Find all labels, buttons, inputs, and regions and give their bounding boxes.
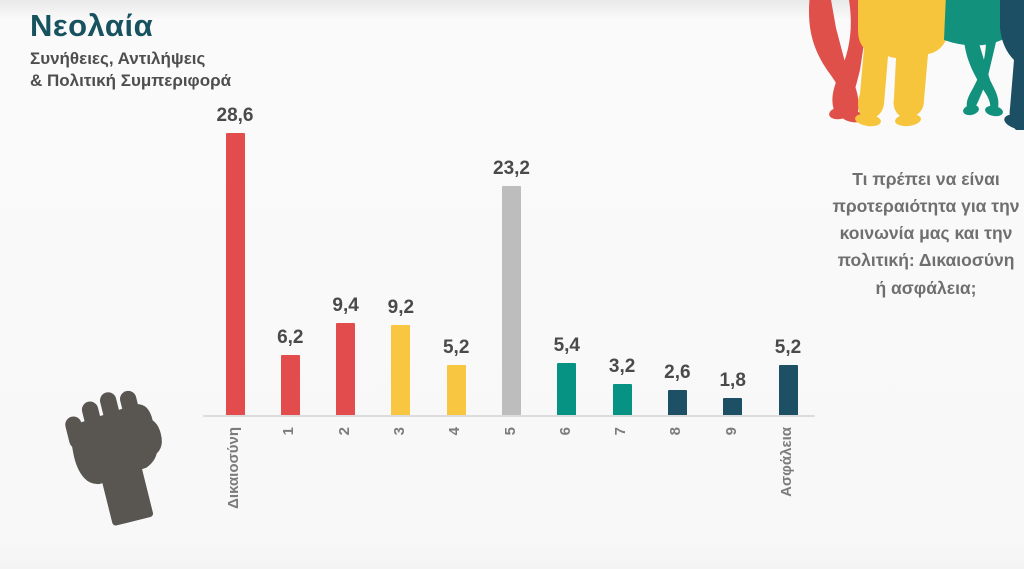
x-axis-label: 2 [335,427,353,436]
bar-value-label: 3,2 [608,356,636,377]
silhouette-person-navy-icon [1000,0,1024,130]
bar-value-label: 2,6 [664,362,691,383]
x-axis-label: 1 [280,427,298,436]
x-axis-label: Δικαιοσύνη [225,427,242,509]
bar [446,365,466,416]
bar-value-label: 6,2 [277,327,304,348]
x-axis-label: 3 [390,427,408,436]
x-axis-label: 8 [667,427,685,436]
bar-value-label: 5,4 [553,335,580,356]
x-axis-label: 5 [501,427,519,436]
bar [778,365,798,416]
bar-value-label: 5,2 [774,337,802,358]
bar-value-label: 9,2 [387,297,415,318]
bar [280,355,300,416]
page-title: Νεολαία [30,8,154,43]
silhouette-person-yellow-icon [855,0,948,127]
page-subtitle-line1: Συνήθειες, Αντιλήψεις [30,49,206,68]
bar [557,363,577,416]
youth-silhouettes-graphic [809,0,1024,130]
bar [667,390,687,416]
page-subtitle: Συνήθειες, Αντιλήψεις & Πολιτική Συμπερι… [30,48,231,92]
survey-question-text: Τι πρέπει να είναι προτεραιότητα για την… [832,169,1020,298]
x-axis-label: 7 [612,427,630,436]
x-axis-label: 4 [446,427,464,436]
x-axis-label: 6 [556,427,574,436]
bar-value-label: 9,4 [332,295,359,316]
bar-value-label: 28,6 [216,105,254,126]
bar [225,133,245,416]
x-axis-label: 9 [722,427,740,436]
page-subtitle-line2: & Πολιτική Συμπεριφορά [30,71,232,91]
bar [612,384,632,416]
header: Νεολαία Συνήθειες, Αντιλήψεις & Πολιτική… [30,8,231,92]
raised-fist-icon [65,390,162,526]
bar [391,325,411,416]
silhouette-person-teal-icon [944,0,1006,117]
x-axis-label: Ασφάλεια [778,427,795,497]
bar-value-label: 5,2 [442,337,470,358]
bar [502,186,521,416]
bar-value-label: 23,2 [493,158,530,179]
bar [723,398,743,416]
x-axis-line [203,415,815,417]
bar [336,323,356,416]
bar-value-label: 1,8 [719,370,746,391]
